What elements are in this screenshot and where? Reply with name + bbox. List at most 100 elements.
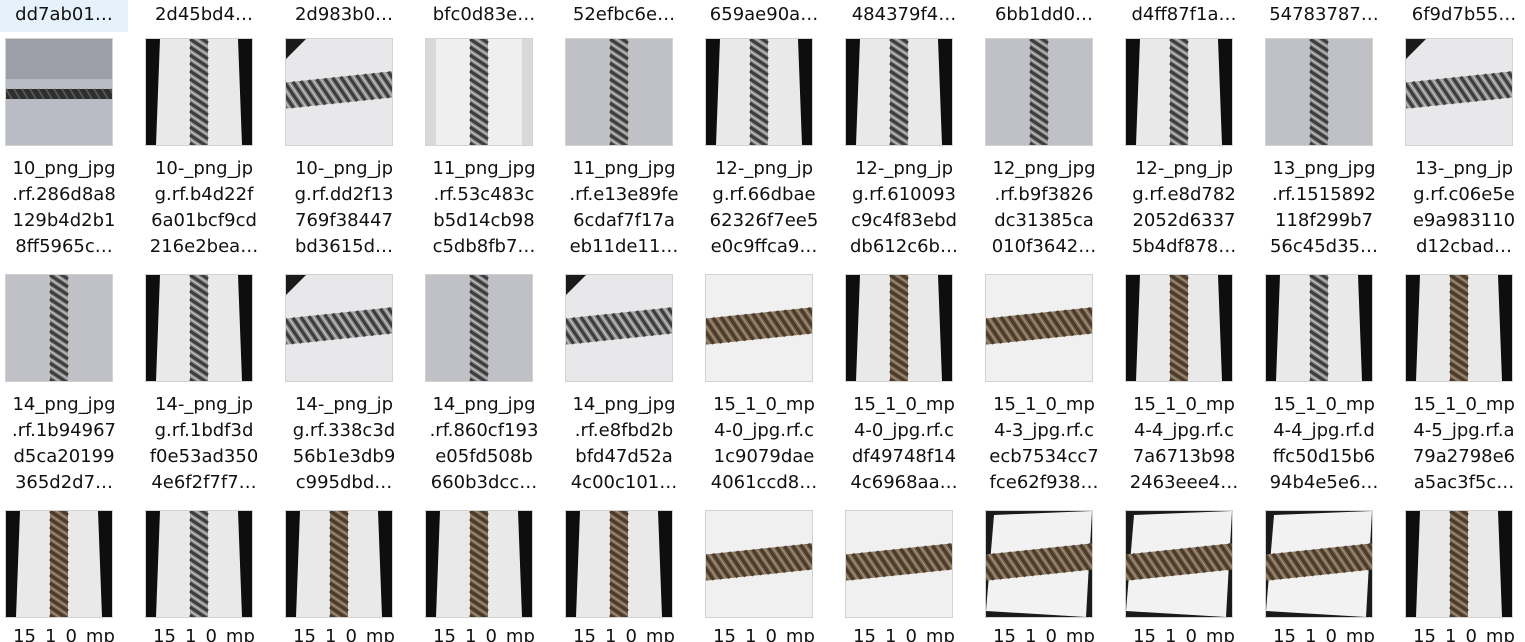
file-tile[interactable]: 10-_png_jp g.rf.b4d22f 6a01bcf9cd 216e2b… xyxy=(140,38,268,264)
thumbnail-image xyxy=(565,38,673,146)
thumbnail-image xyxy=(1125,38,1233,146)
file-tile[interactable]: 6f9d7b55… xyxy=(1400,0,1525,32)
thumbnail-image xyxy=(285,38,393,146)
file-tile[interactable]: 12-_png_jp g.rf.66dbae 62326f7ee5 e0c9ff… xyxy=(700,38,828,264)
file-tile[interactable]: 15_1_0_mp xyxy=(980,510,1108,642)
wire-rope-photo xyxy=(566,275,672,381)
file-name-label: 14_png_jpg .rf.860cf193 e05fd508b 660b3d… xyxy=(429,394,539,493)
thumbnail-image xyxy=(1405,274,1513,382)
wire-rope-photo xyxy=(566,511,672,617)
thumbnail-image xyxy=(1125,274,1233,382)
thumbnail-image xyxy=(145,510,253,618)
file-tile[interactable]: 10_png_jpg .rf.286d8a8 129b4d2b1 8ff5965… xyxy=(0,38,128,264)
file-tile[interactable]: 12_png_jpg .rf.b9f3826 dc31385ca 010f364… xyxy=(980,38,1108,264)
file-name-label: 659ae90a… xyxy=(709,4,819,25)
file-name-label: 11_png_jpg .rf.e13e89fe 6cdaf7f17a eb11d… xyxy=(569,158,679,257)
file-tile[interactable]: 10-_png_jp g.rf.dd2f13 769f38447 bd3615d… xyxy=(280,38,408,264)
file-tile[interactable]: 15_1_0_mp 4-4_jpg.rf.d ffc50d15b6 94b4e5… xyxy=(1260,274,1388,500)
file-tile[interactable]: 15_1_0_mp 4-4_jpg.rf.c 7a6713b98 2463eee… xyxy=(1120,274,1248,500)
wire-rope-photo xyxy=(1266,511,1372,617)
file-tile[interactable]: 659ae90a… xyxy=(700,0,828,32)
thumbnail-image xyxy=(845,510,953,618)
file-tile[interactable]: 12-_png_jp g.rf.e8d782 2052d6337 5b4df87… xyxy=(1120,38,1248,264)
file-tile[interactable]: 14-_png_jp g.rf.338c3d 56b1e3db9 c995dbd… xyxy=(280,274,408,500)
file-tile[interactable]: 6bb1dd0… xyxy=(980,0,1108,32)
wire-rope-photo xyxy=(706,39,812,145)
file-tile[interactable]: 13_png_jpg .rf.1515892 118f299b7 56c45d3… xyxy=(1260,38,1388,264)
wire-rope-photo xyxy=(1406,275,1512,381)
file-tile[interactable]: d4ff87f1a… xyxy=(1120,0,1248,32)
file-tile[interactable]: 15_1_0_mp xyxy=(1120,510,1248,642)
file-name-label: 12-_png_jp g.rf.66dbae 62326f7ee5 e0c9ff… xyxy=(709,158,819,257)
file-name-label: 15_1_0_mp xyxy=(713,626,815,642)
file-tile[interactable]: 11_png_jpg .rf.e13e89fe 6cdaf7f17a eb11d… xyxy=(560,38,688,264)
file-tile[interactable]: 15_1_0_mp xyxy=(700,510,828,642)
file-name-label: 15_1_0_mp xyxy=(573,626,675,642)
file-tile[interactable]: 15_1_0_mp xyxy=(1400,510,1525,642)
file-tile[interactable]: 13-_png_jp g.rf.c06e5e e9a983110 d12cbad… xyxy=(1400,38,1525,264)
file-tile[interactable]: 15_1_0_mp 4-0_jpg.rf.c df49748f14 4c6968… xyxy=(840,274,968,500)
thumbnail-image xyxy=(5,510,113,618)
file-tile[interactable]: 484379f4… xyxy=(840,0,968,32)
file-name-label: 12-_png_jp g.rf.610093 c9c4f83ebd db612c… xyxy=(850,158,958,257)
file-tile[interactable]: 15_1_0_mp 4-0_jpg.rf.c 1c9079dae 4061ccd… xyxy=(700,274,828,500)
file-name-label: 15_1_0_mp xyxy=(1133,626,1235,642)
file-tile[interactable]: 2d983b0… xyxy=(280,0,408,32)
file-name-label: 15_1_0_mp 4-0_jpg.rf.c df49748f14 4c6968… xyxy=(850,394,958,493)
thumbnail-image xyxy=(285,274,393,382)
file-name-label: 15_1_0_mp xyxy=(1413,626,1515,642)
thumbnail-image xyxy=(985,510,1093,618)
thumbnail-image xyxy=(565,274,673,382)
file-tile[interactable]: 14_png_jpg .rf.e8fbd2b bfd47d52a 4c00c10… xyxy=(560,274,688,500)
thumbnail-image xyxy=(985,38,1093,146)
file-tile[interactable]: 15_1_0_mp xyxy=(560,510,688,642)
file-tile[interactable]: 14_png_jpg .rf.860cf193 e05fd508b 660b3d… xyxy=(420,274,548,500)
file-name-label: 14_png_jpg .rf.e8fbd2b bfd47d52a 4c00c10… xyxy=(570,394,678,493)
file-tile[interactable]: 11_png_jpg .rf.53c483c b5d14cb98 c5db8fb… xyxy=(420,38,548,264)
thumbnail-image xyxy=(705,38,813,146)
file-name-label: 6bb1dd0… xyxy=(994,4,1094,25)
file-tile[interactable]: 15_1_0_mp xyxy=(1260,510,1388,642)
file-name-label: 15_1_0_mp xyxy=(1273,626,1375,642)
wire-rope-photo xyxy=(146,39,252,145)
file-name-label: 15_1_0_mp xyxy=(433,626,535,642)
file-tile[interactable]: 15_1_0_mp xyxy=(840,510,968,642)
wire-rope-photo xyxy=(1266,275,1372,381)
file-tile[interactable]: 14_png_jpg .rf.1b94967 d5ca20199 365d2d7… xyxy=(0,274,128,500)
thumbnail-image xyxy=(565,510,673,618)
file-tile[interactable]: 54783787… xyxy=(1260,0,1388,32)
file-tile[interactable]: 14-_png_jp g.rf.1bdf3d f0e53ad350 4e6f2f… xyxy=(140,274,268,500)
file-name-label: dd7ab01… xyxy=(0,0,128,32)
file-name-label: 15_1_0_mp xyxy=(293,626,395,642)
file-tile[interactable]: dd7ab01… xyxy=(0,0,128,32)
wire-rope-photo xyxy=(426,511,532,617)
wire-rope-photo xyxy=(286,511,392,617)
file-tile[interactable]: 12-_png_jp g.rf.610093 c9c4f83ebd db612c… xyxy=(840,38,968,264)
thumbnail-image xyxy=(425,510,533,618)
file-name-label: 52efbc6e… xyxy=(572,4,676,25)
file-tile[interactable]: bfc0d83e… xyxy=(420,0,548,32)
thumbnail-image xyxy=(985,274,1093,382)
file-tile[interactable]: 15_1_0_mp 4-5_jpg.rf.a 79a2798e6 a5ac3f5… xyxy=(1400,274,1525,500)
file-tile[interactable]: 15_1_0_mp xyxy=(280,510,408,642)
file-tile[interactable]: 15_1_0_mp xyxy=(420,510,548,642)
wire-rope-photo xyxy=(1266,39,1372,145)
wire-rope-photo xyxy=(6,39,112,145)
file-name-label: 13_png_jpg .rf.1515892 118f299b7 56c45d3… xyxy=(1269,158,1379,257)
file-name-label: 12_png_jpg .rf.b9f3826 dc31385ca 010f364… xyxy=(991,158,1097,257)
file-name-label: 15_1_0_mp 4-3_jpg.rf.c ecb7534cc7 fce62f… xyxy=(989,394,1099,493)
thumbnail-image xyxy=(425,274,533,382)
file-tile[interactable]: 15_1_0_mp 4-3_jpg.rf.c ecb7534cc7 fce62f… xyxy=(980,274,1108,500)
wire-rope-photo xyxy=(1406,39,1512,145)
thumbnail-image xyxy=(1265,38,1373,146)
file-tile[interactable]: 15_1_0_mp xyxy=(0,510,128,642)
file-tile[interactable]: 2d45bd4… xyxy=(140,0,268,32)
file-tile[interactable]: 52efbc6e… xyxy=(560,0,688,32)
file-tile[interactable]: 15_1_0_mp xyxy=(140,510,268,642)
wire-rope-photo xyxy=(1406,511,1512,617)
wire-rope-photo xyxy=(846,39,952,145)
wire-rope-photo xyxy=(846,511,952,617)
wire-rope-photo xyxy=(286,39,392,145)
wire-rope-photo xyxy=(6,511,112,617)
